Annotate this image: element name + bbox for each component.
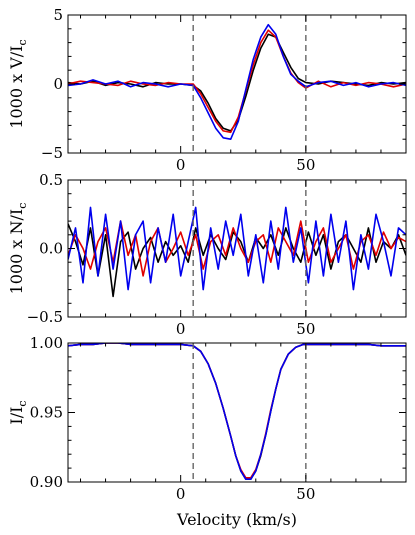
intensity-panel: 0 50 0.90 0.95 1.00 I/Ic Velocity (km/s) <box>7 334 407 529</box>
y-axis-label: 1000 x N/Ic <box>7 203 29 295</box>
y-tick-label: 0 <box>53 75 63 93</box>
x-tick-label: 50 <box>296 485 315 503</box>
y-tick-label: 0.95 <box>30 404 63 422</box>
y-tick-label: 1.00 <box>30 334 63 352</box>
x-tick-label: 0 <box>176 320 186 338</box>
x-tick-label: 50 <box>296 320 315 338</box>
y-tick-label: −5 <box>41 144 63 162</box>
y-tick-label: 0.5 <box>39 171 63 189</box>
y-tick-label: 0.90 <box>30 473 63 491</box>
stokes-v-panel: 0 50 −5 0 5 1000 x V/Ic <box>7 6 407 174</box>
series-line-2 <box>68 206 406 291</box>
y-tick-label: 0.0 <box>39 240 63 258</box>
y-tick-label: 5 <box>53 6 63 24</box>
null-profile-panel: 0 50 −0.5 0.0 0.5 1000 x N/Ic <box>7 171 407 338</box>
y-tick-label: −0.5 <box>27 308 63 326</box>
x-tick-label: 0 <box>176 156 186 174</box>
plot-frame <box>67 179 407 318</box>
y-axis-label: 1000 x V/Ic <box>7 39 29 128</box>
y-axis-label: I/Ic <box>7 400 29 424</box>
x-tick-label: 50 <box>296 156 315 174</box>
x-axis-label: Velocity (km/s) <box>176 510 297 529</box>
x-tick-label: 0 <box>176 485 186 503</box>
series-line-2 <box>68 343 406 481</box>
series-line-2 <box>68 23 406 140</box>
